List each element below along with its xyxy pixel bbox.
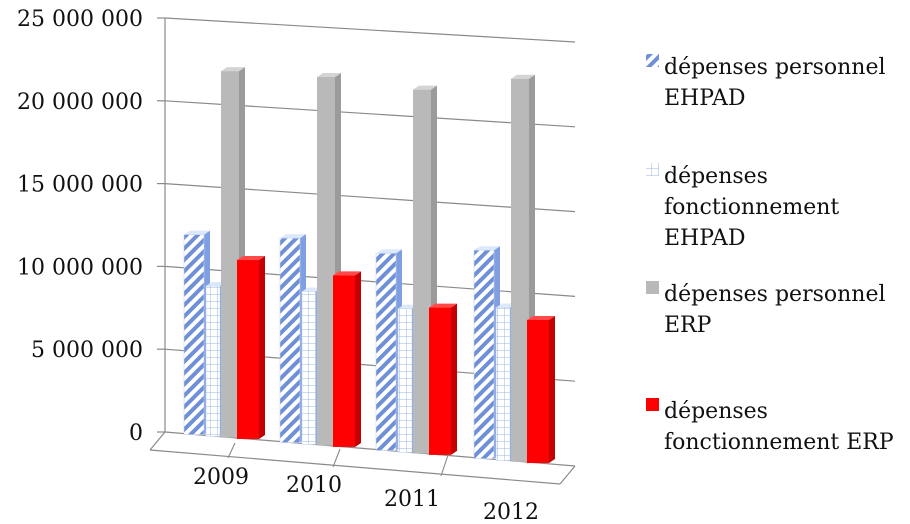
bar-1-2 [397,308,413,453]
bar-top-2-0 [221,67,245,72]
bar-side-3-2 [451,303,457,455]
y-tick-label: 20 000 000 [17,90,143,115]
bar-0-2 [375,253,397,451]
legend: dépenses personnel EHPAD dépenses fonctionn… [646,54,894,455]
category-divider [227,442,236,459]
floor-front-edge [149,449,561,485]
bar-1-0 [205,285,221,437]
bar-3-3 [527,319,549,464]
bar-top-3-0 [237,256,265,261]
legend-label-0-0: dépenses personnel [664,55,886,80]
bar-top-0-1 [280,234,306,239]
category-divider [332,448,341,468]
floor-right-edge [559,465,576,485]
legend-swatch-0 [646,54,659,67]
gridline [164,17,576,43]
bar-top-3-2 [429,303,457,308]
bar-1-3 [495,307,511,461]
labels-layer: 0 5 000 000 10 000 000 15 000 000 20 000 000… [17,7,539,524]
floor-left-edge [149,431,166,451]
legend-swatch-1 [646,163,659,176]
legend-label-1-2: EHPAD [664,226,746,251]
bar-top-2-3 [511,74,535,79]
legend-label-1-0: dépenses [664,164,768,189]
category-divider [440,454,449,477]
x-tick-label: 2011 [384,487,440,512]
y-tick-label: 10 000 000 [17,255,143,280]
legend-swatch-2 [646,281,659,294]
legend-label-1-1: fonctionnement [664,195,839,220]
legend-label-3-1: fonctionnement ERP [664,430,894,455]
y-tick-label: 5 000 000 [31,338,143,363]
bar-2-1 [317,77,335,446]
y-tick-label: 15 000 000 [17,173,143,198]
bar-side-3-1 [355,271,361,447]
y-tick-label: 0 [129,421,143,446]
legend-swatch-3 [646,398,659,411]
x-tick-label: 2009 [193,465,249,490]
bar-top-0-0 [184,230,210,235]
bar-0-0 [183,234,205,435]
axis-layer [149,17,576,485]
bar-3-0 [237,260,259,439]
bar-top-3-3 [527,315,555,320]
legend-label-2-1: ERP [664,313,712,338]
bar-side-3-3 [549,315,555,464]
bar-top-0-3 [474,246,500,251]
bar-3-1 [333,275,355,447]
x-tick-label: 2012 [483,500,539,524]
legend-label-2-0: dépenses personnel [664,282,886,307]
legend-label-3-0: dépenses [664,399,768,424]
x-tick-label: 2010 [286,473,342,498]
bar-1-1 [301,291,317,445]
bar-2-3 [511,78,529,462]
bar-top-3-1 [333,271,361,276]
bar-side-3-0 [259,256,265,439]
legend-label-0-1: EHPAD [664,86,746,111]
bar-0-3 [473,249,495,459]
bar-top-0-2 [376,249,402,254]
bar-2-2 [413,89,431,454]
y-tick-label: 25 000 000 [17,7,143,32]
bar-3-2 [429,307,451,455]
bar-0-1 [279,237,301,443]
bar-2-0 [221,71,239,438]
bars-layer [183,67,555,464]
bar-top-2-2 [413,85,437,90]
bar-top-2-1 [317,73,341,78]
